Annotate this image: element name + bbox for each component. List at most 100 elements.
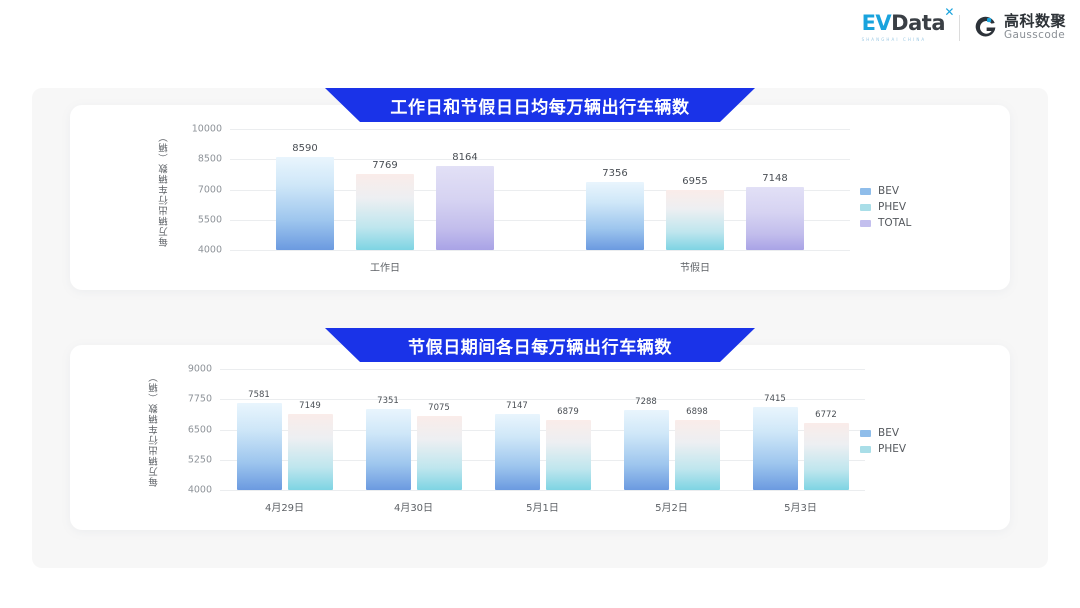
legend-swatch bbox=[860, 203, 871, 211]
y-axis-tick: 10000 bbox=[191, 123, 222, 135]
bar-fill bbox=[276, 157, 334, 250]
bar-fill bbox=[666, 190, 724, 250]
bar-fill bbox=[365, 408, 411, 490]
gridline bbox=[230, 220, 850, 221]
gausscode-en-name: Gausscode bbox=[1003, 28, 1066, 41]
gridline bbox=[230, 250, 850, 251]
bar-fill bbox=[494, 413, 540, 490]
legend-item-phev[interactable]: PHEV bbox=[860, 201, 911, 213]
section-title-banner-1: 工作日和节假日日均每万辆出行车辆数 bbox=[325, 88, 755, 122]
bar-value-label: 7415 bbox=[764, 394, 786, 405]
evdata-x-icon: ✕ bbox=[944, 5, 954, 19]
chart-card-1: 每万辆出行车辆数（辆） 4000 5500 7000 8500 10000 8590 7769… bbox=[70, 105, 1010, 290]
y-axis-tick: 4000 bbox=[187, 484, 212, 496]
y-axis-tick: 4000 bbox=[197, 244, 222, 256]
bar-value-label: 6898 bbox=[686, 406, 708, 417]
legend-swatch bbox=[860, 445, 871, 453]
legend-swatch bbox=[860, 187, 871, 195]
evdata-word-data: Data bbox=[891, 11, 945, 35]
legend-label: PHEV bbox=[878, 201, 907, 213]
bar-value-label: 7351 bbox=[377, 395, 399, 406]
x-axis-category-label: 5月2日 bbox=[655, 503, 688, 514]
bar-chart-1: 每万辆出行车辆数（辆） 4000 5500 7000 8500 10000 8590 7769… bbox=[70, 105, 1010, 290]
legend-label: TOTAL bbox=[878, 217, 912, 229]
bar-value-label: 7149 bbox=[299, 400, 321, 411]
legend-swatch bbox=[860, 429, 871, 437]
bar-bev-3[interactable] bbox=[623, 410, 669, 490]
legend-item-phev[interactable]: PHEV bbox=[860, 443, 906, 455]
y-axis-tick: 5250 bbox=[187, 454, 212, 466]
bar-phev-1[interactable] bbox=[416, 415, 462, 490]
bar-fill bbox=[287, 413, 333, 490]
bar-fill bbox=[545, 420, 591, 490]
bar-fill bbox=[416, 415, 462, 490]
gridline bbox=[220, 460, 865, 461]
bar-phev-0[interactable] bbox=[356, 174, 414, 250]
x-axis-category-label: 节假日 bbox=[680, 263, 710, 274]
gausscode-g-icon bbox=[974, 16, 997, 39]
y-axis-tick: 8500 bbox=[197, 153, 222, 165]
bar-total-0[interactable] bbox=[436, 166, 494, 250]
bar-phev-1[interactable] bbox=[666, 190, 724, 250]
page-header: EVData ✕ SHANGHAI CHINA 高科数聚 Gausscode bbox=[0, 0, 1080, 62]
evdata-tagline: SHANGHAI CHINA bbox=[861, 37, 927, 42]
content-panel: 工作日和节假日日均每万辆出行车辆数 每万辆出行车辆数（辆） 4000 5500 700… bbox=[32, 88, 1048, 568]
bar-value-label: 7356 bbox=[602, 168, 628, 180]
logo-group: EVData ✕ SHANGHAI CHINA 高科数聚 Gausscode bbox=[861, 6, 1066, 42]
bar-bev-4[interactable] bbox=[752, 407, 798, 490]
section-title-banner-2: 节假日期间各日每万辆出行车辆数 bbox=[325, 328, 755, 362]
bar-value-label: 7288 bbox=[635, 397, 657, 408]
bar-fill bbox=[236, 403, 282, 490]
x-axis-category-label: 4月29日 bbox=[264, 503, 305, 514]
gausscode-text: 高科数聚 Gausscode bbox=[1003, 12, 1066, 41]
gausscode-cn-name: 高科数聚 bbox=[1003, 12, 1066, 31]
gausscode-logo: 高科数聚 Gausscode bbox=[974, 12, 1066, 41]
y-axis-tick: 9000 bbox=[187, 363, 212, 375]
bar-value-label: 7581 bbox=[248, 390, 270, 401]
legend-item-bev[interactable]: BEV bbox=[860, 185, 911, 197]
bar-fill bbox=[436, 166, 494, 250]
legend-item-bev[interactable]: BEV bbox=[860, 427, 906, 439]
evdata-word-ev: EV bbox=[861, 11, 892, 35]
bar-total-1[interactable] bbox=[746, 186, 804, 250]
bar-fill bbox=[674, 419, 720, 490]
y-axis-tick: 5500 bbox=[197, 214, 222, 226]
gridline bbox=[230, 190, 850, 191]
x-axis-category-label: 工作日 bbox=[370, 263, 400, 274]
bar-fill bbox=[746, 186, 804, 250]
bar-phev-3[interactable] bbox=[674, 419, 720, 490]
bar-value-label: 7148 bbox=[762, 172, 788, 184]
logo-divider bbox=[958, 14, 960, 41]
bar-value-label: 8590 bbox=[292, 143, 318, 155]
bar-bev-1[interactable] bbox=[365, 408, 411, 490]
bar-value-label: 8164 bbox=[452, 152, 478, 164]
x-axis-category-label: 4月30日 bbox=[393, 503, 434, 514]
bar-bev-2[interactable] bbox=[494, 413, 540, 490]
legend-item-total[interactable]: TOTAL bbox=[860, 217, 911, 229]
y-axis-tick: 7750 bbox=[187, 393, 212, 405]
bar-fill bbox=[623, 410, 669, 490]
bar-bev-0[interactable] bbox=[276, 157, 334, 250]
bar-value-label: 7769 bbox=[372, 159, 398, 171]
chart-legend: BEV PHEV bbox=[860, 427, 906, 455]
bar-fill bbox=[586, 182, 644, 250]
bar-value-label: 6879 bbox=[557, 407, 579, 418]
bar-fill bbox=[356, 174, 414, 250]
gridline bbox=[220, 490, 865, 491]
bar-phev-4[interactable] bbox=[803, 422, 849, 490]
chart-legend: BEV PHEV TOTAL bbox=[860, 185, 911, 229]
bar-fill bbox=[752, 407, 798, 490]
bar-fill bbox=[803, 422, 849, 490]
bar-phev-0[interactable] bbox=[287, 413, 333, 490]
x-axis-category-label: 5月1日 bbox=[526, 503, 559, 514]
y-axis-tick: 6500 bbox=[187, 424, 212, 435]
gridline bbox=[220, 369, 865, 370]
gridline bbox=[220, 399, 865, 400]
legend-label: BEV bbox=[878, 185, 900, 197]
gridline bbox=[220, 430, 865, 431]
bar-value-label: 7075 bbox=[428, 402, 450, 413]
bar-bev-0[interactable] bbox=[236, 403, 282, 490]
evdata-wordmark: EVData ✕ bbox=[861, 6, 955, 35]
bar-bev-1[interactable] bbox=[586, 182, 644, 250]
bar-phev-2[interactable] bbox=[545, 420, 591, 490]
